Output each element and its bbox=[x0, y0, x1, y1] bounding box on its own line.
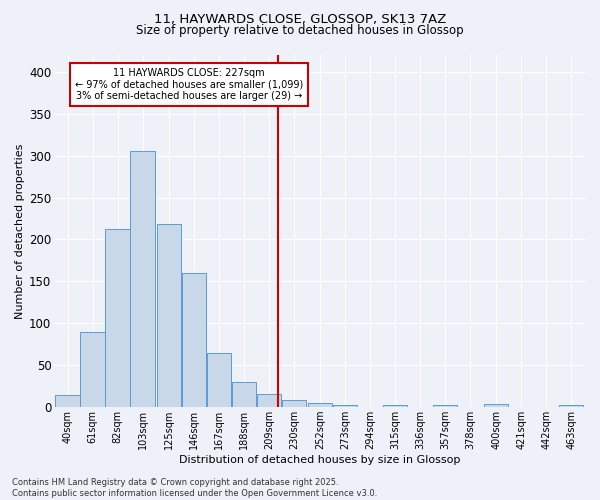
Bar bbox=[80, 332, 105, 407]
Bar bbox=[332, 406, 358, 407]
Bar bbox=[484, 404, 508, 407]
Text: 11, HAYWARDS CLOSE, GLOSSOP, SK13 7AZ: 11, HAYWARDS CLOSE, GLOSSOP, SK13 7AZ bbox=[154, 12, 446, 26]
Bar bbox=[281, 400, 306, 407]
Bar bbox=[383, 404, 407, 407]
Bar bbox=[232, 382, 256, 407]
Bar bbox=[106, 230, 130, 407]
Bar bbox=[55, 394, 80, 407]
Bar bbox=[157, 224, 181, 407]
Text: Contains HM Land Registry data © Crown copyright and database right 2025.
Contai: Contains HM Land Registry data © Crown c… bbox=[12, 478, 377, 498]
Text: Size of property relative to detached houses in Glossop: Size of property relative to detached ho… bbox=[136, 24, 464, 37]
Bar bbox=[206, 352, 231, 407]
Bar bbox=[559, 404, 583, 407]
Bar bbox=[433, 404, 457, 407]
Bar bbox=[257, 394, 281, 407]
Bar bbox=[130, 152, 155, 407]
Y-axis label: Number of detached properties: Number of detached properties bbox=[15, 144, 25, 319]
Bar bbox=[182, 273, 206, 407]
Bar bbox=[308, 403, 332, 407]
Text: 11 HAYWARDS CLOSE: 227sqm
← 97% of detached houses are smaller (1,099)
3% of sem: 11 HAYWARDS CLOSE: 227sqm ← 97% of detac… bbox=[74, 68, 303, 101]
X-axis label: Distribution of detached houses by size in Glossop: Distribution of detached houses by size … bbox=[179, 455, 460, 465]
